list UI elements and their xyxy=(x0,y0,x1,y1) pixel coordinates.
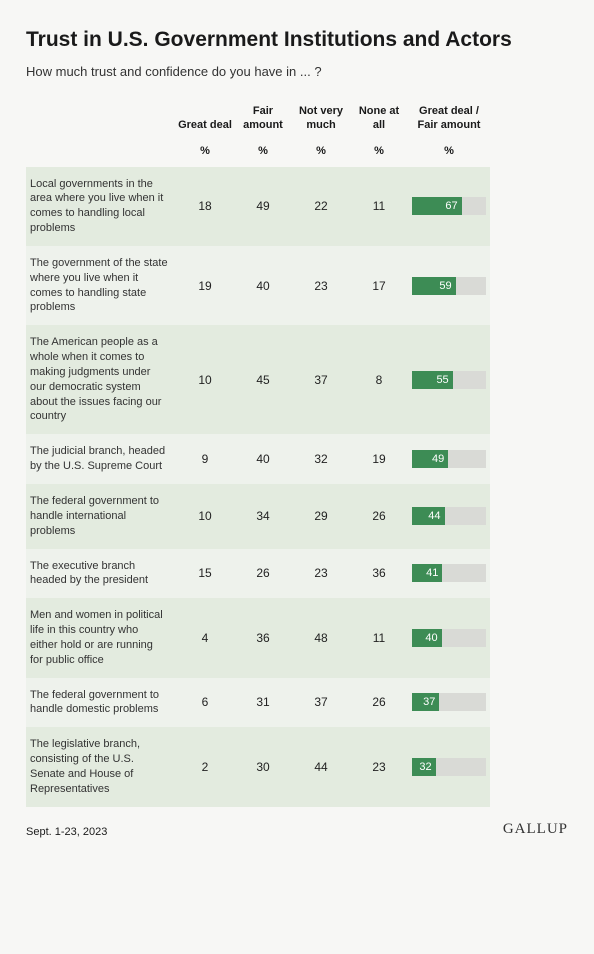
data-table: Great dealFair amountNot very muchNone a… xyxy=(26,101,568,807)
value-cell: 11 xyxy=(350,598,408,677)
value-cell: 36 xyxy=(234,598,292,677)
value-cell: 22 xyxy=(292,167,350,246)
bar-track: 41 xyxy=(412,564,486,582)
bar-track: 59 xyxy=(412,277,486,295)
row-label: Men and women in political life in this … xyxy=(26,598,176,677)
bar-value-label: 49 xyxy=(432,450,444,468)
value-cell: 37 xyxy=(292,678,350,728)
bar-fill: 41 xyxy=(412,564,442,582)
bar-cell: 32 xyxy=(408,727,490,806)
value-cell: 44 xyxy=(292,727,350,806)
header-blank xyxy=(26,101,176,137)
bar-track: 40 xyxy=(412,629,486,647)
value-cell: 37 xyxy=(292,325,350,434)
row-label: The legislative branch, consisting of th… xyxy=(26,727,176,806)
bar-fill: 59 xyxy=(412,277,456,295)
value-cell: 40 xyxy=(234,434,292,484)
bar-cell: 44 xyxy=(408,484,490,549)
value-cell: 26 xyxy=(234,549,292,599)
value-cell: 17 xyxy=(350,246,408,325)
value-cell: 19 xyxy=(350,434,408,484)
value-cell: 2 xyxy=(176,727,234,806)
bar-value-label: 59 xyxy=(439,277,451,295)
value-cell: 10 xyxy=(176,325,234,434)
column-header: Not very much xyxy=(292,101,350,137)
bar-cell: 55 xyxy=(408,325,490,434)
row-label: The federal government to handle domesti… xyxy=(26,678,176,728)
value-cell: 23 xyxy=(292,549,350,599)
bar-track: 44 xyxy=(412,507,486,525)
bar-cell: 59 xyxy=(408,246,490,325)
value-cell: 30 xyxy=(234,727,292,806)
value-cell: 18 xyxy=(176,167,234,246)
unit-label: % xyxy=(408,137,490,167)
value-cell: 4 xyxy=(176,598,234,677)
bar-track: 32 xyxy=(412,758,486,776)
bar-value-label: 44 xyxy=(428,507,440,525)
bar-cell: 40 xyxy=(408,598,490,677)
bar-value-label: 37 xyxy=(423,693,435,711)
value-cell: 49 xyxy=(234,167,292,246)
bar-cell: 49 xyxy=(408,434,490,484)
row-label: The federal government to handle interna… xyxy=(26,484,176,549)
column-header: Great deal / Fair amount xyxy=(408,101,490,137)
bar-fill: 67 xyxy=(412,197,462,215)
unit-blank xyxy=(26,137,176,167)
footer: Sept. 1-23, 2023 GALLUP xyxy=(26,821,568,838)
survey-date: Sept. 1-23, 2023 xyxy=(26,826,107,838)
value-cell: 31 xyxy=(234,678,292,728)
column-header: None at all xyxy=(350,101,408,137)
unit-label: % xyxy=(350,137,408,167)
unit-label: % xyxy=(292,137,350,167)
bar-value-label: 40 xyxy=(425,629,437,647)
bar-track: 67 xyxy=(412,197,486,215)
bar-value-label: 41 xyxy=(426,564,438,582)
value-cell: 15 xyxy=(176,549,234,599)
bar-cell: 37 xyxy=(408,678,490,728)
unit-label: % xyxy=(176,137,234,167)
row-label: The judicial branch, headed by the U.S. … xyxy=(26,434,176,484)
value-cell: 9 xyxy=(176,434,234,484)
value-cell: 26 xyxy=(350,484,408,549)
value-cell: 45 xyxy=(234,325,292,434)
row-label: Local governments in the area where you … xyxy=(26,167,176,246)
value-cell: 6 xyxy=(176,678,234,728)
bar-fill: 55 xyxy=(412,371,453,389)
bar-fill: 32 xyxy=(412,758,436,776)
value-cell: 23 xyxy=(350,727,408,806)
value-cell: 36 xyxy=(350,549,408,599)
value-cell: 23 xyxy=(292,246,350,325)
row-label: The executive branch headed by the presi… xyxy=(26,549,176,599)
unit-label: % xyxy=(234,137,292,167)
bar-track: 55 xyxy=(412,371,486,389)
column-header: Great deal xyxy=(176,101,234,137)
bar-fill: 49 xyxy=(412,450,448,468)
value-cell: 48 xyxy=(292,598,350,677)
value-cell: 11 xyxy=(350,167,408,246)
bar-track: 49 xyxy=(412,450,486,468)
value-cell: 8 xyxy=(350,325,408,434)
brand-logo: GALLUP xyxy=(503,821,568,838)
bar-fill: 40 xyxy=(412,629,442,647)
value-cell: 40 xyxy=(234,246,292,325)
column-header: Fair amount xyxy=(234,101,292,137)
bar-fill: 37 xyxy=(412,693,439,711)
value-cell: 34 xyxy=(234,484,292,549)
bar-fill: 44 xyxy=(412,507,445,525)
row-label: The government of the state where you li… xyxy=(26,246,176,325)
bar-value-label: 67 xyxy=(445,197,457,215)
bar-cell: 41 xyxy=(408,549,490,599)
bar-value-label: 55 xyxy=(436,371,448,389)
chart-subtitle: How much trust and confidence do you hav… xyxy=(26,64,568,79)
row-label: The American people as a whole when it c… xyxy=(26,325,176,434)
bar-track: 37 xyxy=(412,693,486,711)
value-cell: 26 xyxy=(350,678,408,728)
value-cell: 10 xyxy=(176,484,234,549)
value-cell: 29 xyxy=(292,484,350,549)
value-cell: 19 xyxy=(176,246,234,325)
bar-cell: 67 xyxy=(408,167,490,246)
chart-title: Trust in U.S. Government Institutions an… xyxy=(26,28,568,52)
value-cell: 32 xyxy=(292,434,350,484)
bar-value-label: 32 xyxy=(419,758,431,776)
